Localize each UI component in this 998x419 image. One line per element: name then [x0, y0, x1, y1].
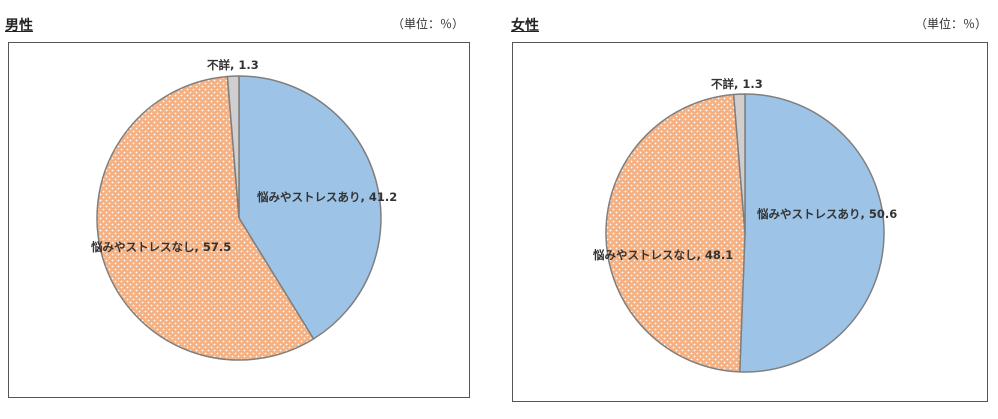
female-slice-nashi: [605, 93, 746, 373]
male-slice-ari: [238, 75, 382, 340]
male-slice-nashi: [96, 75, 315, 361]
female-chart-title: 女性: [511, 18, 539, 34]
female-slice-fusho-label: 不詳, 1.3: [711, 77, 763, 91]
male-slice-nashi-label: 悩みやストレスなし, 57.5: [90, 240, 231, 254]
female-slice-fusho: [732, 93, 746, 234]
female-slice-ari-label: 悩みやストレスあり, 50.6: [756, 207, 897, 221]
female-slice-ari: [739, 93, 885, 373]
male-slice-fusho-label: 不詳, 1.3: [207, 58, 259, 72]
female-unit-note: （単位：％）: [915, 17, 988, 31]
female-chart-frame: 悩みやストレスあり, 50.6 悩みやストレスなし, 48.1 不詳, 1.3: [512, 42, 988, 402]
female-slice-nashi-label: 悩みやストレスなし, 48.1: [592, 248, 733, 262]
female-pie-chart: 悩みやストレスあり, 50.6 悩みやストレスなし, 48.1 不詳, 1.3: [592, 77, 897, 373]
male-chart-title: 男性: [5, 18, 33, 34]
male-slice-fusho: [226, 75, 240, 219]
male-unit-note: （単位：％）: [392, 17, 465, 31]
male-chart-frame: 悩みやストレスあり, 41.2 悩みやストレスなし, 57.5 不詳, 1.3: [8, 42, 470, 398]
male-slice-ari-label: 悩みやストレスあり, 41.2: [256, 190, 397, 204]
male-pie-chart: 悩みやストレスあり, 41.2 悩みやストレスなし, 57.5 不詳, 1.3: [90, 58, 397, 361]
